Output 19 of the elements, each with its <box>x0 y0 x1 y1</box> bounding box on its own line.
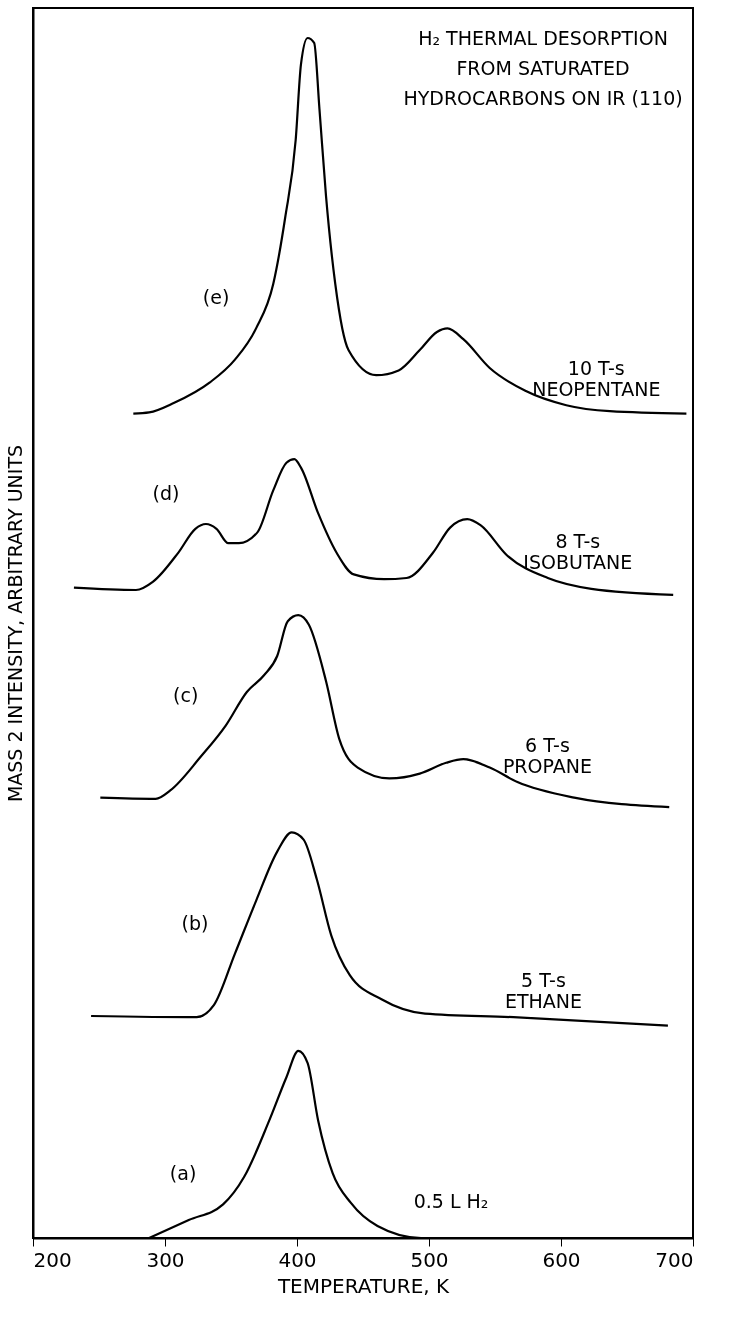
annotation: (d) <box>152 482 180 504</box>
annotation: (c) <box>173 683 199 706</box>
x-tick-label: 400 <box>278 1247 317 1272</box>
series-label: 6 T-s PROPANE <box>502 734 592 777</box>
x-tick-label: 500 <box>410 1247 449 1272</box>
x-tick-label: 200 <box>33 1247 72 1272</box>
y-axis-title: MASS 2 INTENSITY, ARBITRARY UNITS <box>3 444 26 803</box>
series-label: 8 T-s ISOBUTANE <box>523 530 633 573</box>
annotation: (a) <box>169 1162 197 1185</box>
x-tick-label: 300 <box>146 1247 185 1272</box>
series-label: 10 T-s NEOPENTANE <box>532 357 661 401</box>
text: H₂ THERMAL DESORPTION FROM SATURATED HYDROCARBONS ON IR (110) <box>403 27 683 109</box>
x-axis-title: TEMPERATURE, K <box>276 1273 450 1298</box>
annotation: (e) <box>202 286 230 309</box>
annotation: (b) <box>181 911 209 934</box>
x-tick-label: 700 <box>655 1247 694 1272</box>
series-label: 0.5 L H₂ <box>413 1190 489 1212</box>
series-label: 5 T-s ETHANE <box>504 969 583 1013</box>
x-tick-label: 600 <box>542 1247 581 1272</box>
